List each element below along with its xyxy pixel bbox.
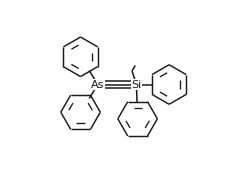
Text: Si: Si <box>131 79 141 90</box>
Text: As: As <box>91 79 105 90</box>
